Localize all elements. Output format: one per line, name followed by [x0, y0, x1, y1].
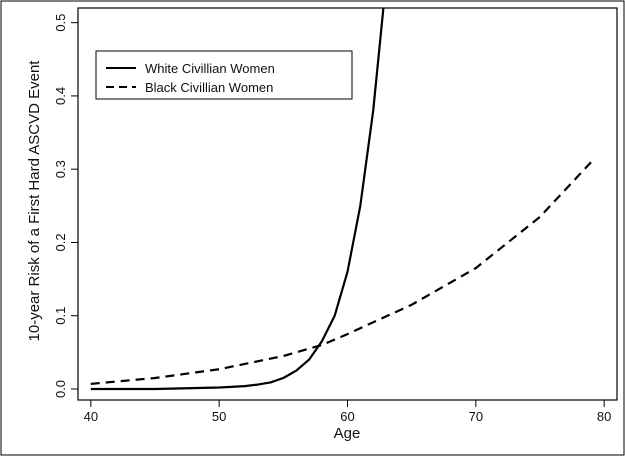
legend-label-black-civillian-women: Black Civillian Women [145, 80, 273, 95]
x-axis-label: Age [334, 425, 361, 442]
y-tick-label: 0.4 [53, 87, 68, 105]
y-axis: 0.0 0.1 0.2 0.3 0.4 0.5 [53, 14, 78, 398]
y-axis-label: 10-year Risk of a First Hard ASCVD Event [26, 60, 43, 342]
x-tick-label: 50 [212, 409, 226, 424]
y-tick-label: 0.1 [53, 307, 68, 325]
y-tick-label: 0.5 [53, 14, 68, 32]
x-tick-label: 70 [469, 409, 483, 424]
legend-box [95, 50, 353, 100]
series-line-black-civillian-women [90, 161, 593, 385]
y-tick-label: 0.0 [53, 380, 68, 398]
x-tick-label: 80 [597, 409, 611, 424]
series-line-white-civillian-women [90, 8, 385, 391]
legend-label-white-civillian-women: White Civillian Women [145, 61, 275, 76]
x-axis: 40 50 60 70 80 [84, 400, 611, 424]
y-tick-label: 0.3 [53, 160, 68, 178]
x-tick-label: 40 [84, 409, 98, 424]
y-tick-label: 0.2 [53, 233, 68, 251]
legend: White Civillian Women Black Civillian Wo… [95, 50, 353, 100]
series-layer [90, 8, 593, 391]
x-tick-label: 60 [340, 409, 354, 424]
